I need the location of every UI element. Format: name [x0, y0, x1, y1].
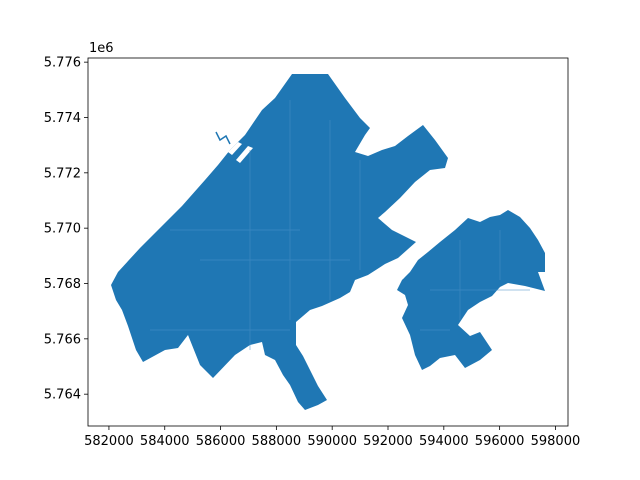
axes-frame — [87, 57, 569, 427]
y-offset-label: 1e6 — [89, 41, 114, 56]
y-tick-label: 5.772 — [44, 166, 81, 181]
y-tick-label: 5.770 — [44, 222, 81, 237]
y-axis-ticks: 5.764 5.766 5.768 5.770 5.772 5.774 5.776 — [44, 56, 88, 403]
region-polygons — [111, 74, 545, 410]
inlet-river — [215, 131, 231, 145]
x-axis-ticks: 582000 584000 586000 588000 590000 592000 5940… — [84, 426, 580, 449]
x-tick-label: 582000 — [84, 434, 134, 449]
y-tick-label: 5.766 — [44, 332, 81, 347]
internal-boundaries — [150, 100, 530, 350]
x-tick-label: 596000 — [475, 434, 525, 449]
y-tick-label: 5.764 — [44, 388, 81, 403]
x-tick-label: 584000 — [140, 434, 190, 449]
x-tick-label: 588000 — [252, 434, 302, 449]
x-tick-label: 598000 — [531, 434, 581, 449]
inlet-north-small — [228, 142, 242, 155]
y-tick-label: 5.768 — [44, 277, 81, 292]
inlet-harbor — [387, 263, 405, 279]
y-tick-label: 5.774 — [44, 111, 81, 126]
inlet-north — [236, 146, 253, 163]
x-tick-label: 586000 — [196, 434, 246, 449]
region-main — [111, 74, 448, 410]
y-tick-label: 5.776 — [44, 56, 81, 71]
x-tick-label: 592000 — [363, 434, 413, 449]
x-tick-label: 594000 — [419, 434, 469, 449]
x-tick-label: 590000 — [307, 434, 357, 449]
